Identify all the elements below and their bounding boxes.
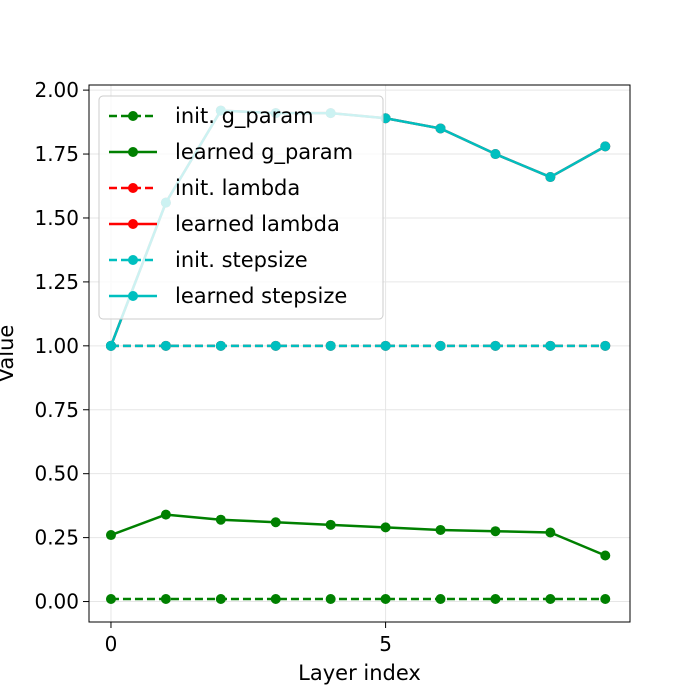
data-point: [215, 340, 226, 351]
y-tick-label: 0.75: [34, 398, 79, 422]
data-point: [105, 530, 116, 541]
data-point: [105, 593, 116, 604]
legend-marker: [128, 183, 138, 193]
y-axis-label: Value: [0, 325, 18, 383]
legend-label: init. g_param: [175, 104, 314, 129]
x-axis-label: Layer index: [298, 661, 421, 685]
y-tick-label: 1.25: [34, 270, 79, 294]
data-point: [490, 526, 501, 537]
y-tick-label: 0.25: [34, 526, 79, 550]
legend-label: init. lambda: [175, 176, 300, 200]
y-tick-label: 1.00: [34, 334, 79, 358]
legend-marker: [128, 291, 138, 301]
data-point: [435, 593, 446, 604]
legend-item: init. stepsize: [109, 248, 308, 272]
data-point: [325, 593, 336, 604]
series-line: [110, 513, 606, 557]
data-point: [325, 519, 336, 530]
legend-label: learned stepsize: [175, 284, 347, 308]
x-tick-label: 0: [105, 632, 118, 656]
legend-item: learned stepsize: [109, 284, 347, 308]
legend-label: learned g_param: [175, 140, 353, 165]
data-point: [435, 340, 446, 351]
data-point: [545, 172, 556, 183]
y-tick-label: 0.50: [34, 462, 79, 486]
data-point: [105, 340, 116, 351]
data-point: [490, 340, 501, 351]
x-tick-label: 5: [379, 632, 392, 656]
data-point: [215, 514, 226, 525]
legend-item: init. lambda: [109, 176, 300, 200]
legend-label: init. stepsize: [175, 248, 308, 272]
y-tick-label: 1.50: [34, 206, 79, 230]
data-point: [600, 340, 611, 351]
data-point: [380, 593, 391, 604]
y-tick-label: 0.00: [34, 590, 79, 614]
data-point: [600, 550, 611, 561]
data-point: [270, 593, 281, 604]
data-point: [435, 123, 446, 134]
legend-item: learned lambda: [109, 212, 340, 236]
data-point: [435, 524, 446, 535]
data-point: [160, 593, 171, 604]
data-point: [600, 593, 611, 604]
plot-area-frame: [88, 84, 631, 623]
series-learned-g-param: [105, 509, 611, 561]
data-point: [160, 509, 171, 520]
data-point: [325, 340, 336, 351]
data-point: [160, 340, 171, 351]
legend-marker: [128, 219, 138, 229]
data-point: [380, 340, 391, 351]
data-point: [380, 522, 391, 533]
legend-marker: [128, 147, 138, 157]
series-init-g-param: [105, 593, 611, 604]
y-tick-label: 1.75: [34, 142, 79, 166]
data-point: [545, 340, 556, 351]
data-point: [270, 340, 281, 351]
data-point: [490, 593, 501, 604]
legend-item: learned g_param: [109, 140, 353, 165]
plot-series: [105, 105, 611, 604]
legend-label: learned lambda: [175, 212, 340, 236]
legend-box: [98, 95, 384, 320]
legend-marker: [128, 111, 138, 121]
data-point: [545, 527, 556, 538]
series-init-stepsize: [105, 340, 611, 351]
data-point: [270, 517, 281, 528]
legend-marker: [128, 255, 138, 265]
legend-item: init. g_param: [109, 104, 314, 129]
data-point: [490, 149, 501, 160]
data-point: [545, 593, 556, 604]
y-tick-label: 2.00: [34, 78, 79, 102]
axis-ticks: 0.00 0.25 0.50 0.75 1.00 1.25 1.50 1.75 2.00 0 5: [34, 78, 391, 656]
data-point: [215, 593, 226, 604]
data-point: [600, 141, 611, 152]
